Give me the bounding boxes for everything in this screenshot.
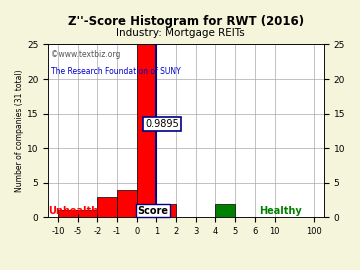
Text: Unhealthy: Unhealthy (48, 206, 104, 216)
Bar (58, 210, 77, 217)
Text: The Research Foundation of SUNY: The Research Foundation of SUNY (51, 67, 180, 76)
Y-axis label: Number of companies (31 total): Number of companies (31 total) (15, 70, 24, 192)
Text: 0.9895: 0.9895 (145, 119, 179, 129)
Bar (97, 197, 117, 217)
Text: Score: Score (137, 206, 168, 216)
Bar (215, 204, 235, 217)
Bar (77, 210, 97, 217)
Title: Z''-Score Histogram for RWT (2016): Z''-Score Histogram for RWT (2016) (68, 15, 304, 28)
Bar (137, 45, 156, 217)
Text: ©www.textbiz.org: ©www.textbiz.org (51, 50, 120, 59)
Text: Industry: Mortgage REITs: Industry: Mortgage REITs (116, 28, 244, 38)
Text: Healthy: Healthy (259, 206, 302, 216)
Bar (156, 204, 176, 217)
Bar (117, 190, 137, 217)
